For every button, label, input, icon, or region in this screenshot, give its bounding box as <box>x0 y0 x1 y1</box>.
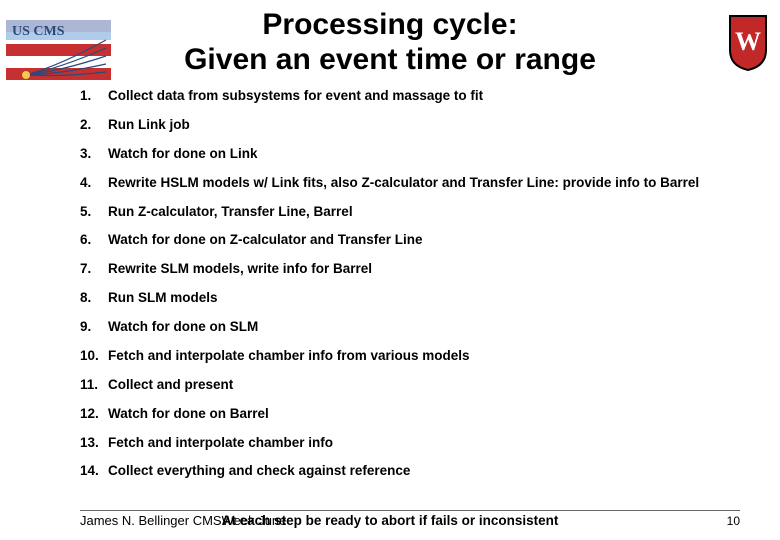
content-area: Collect data from subsystems for event a… <box>80 88 740 492</box>
list-item: Watch for done on SLM <box>80 319 740 336</box>
list-item: Run Link job <box>80 117 740 134</box>
list-item: Collect and present <box>80 377 740 394</box>
footer-note: At each step be ready to abort if fails … <box>222 513 559 528</box>
list-item: Fetch and interpolate chamber info from … <box>80 348 740 365</box>
list-item: Collect data from subsystems for event a… <box>80 88 740 105</box>
list-item: Watch for done on Z-calculator and Trans… <box>80 232 740 249</box>
list-item: Watch for done on Barrel <box>80 406 740 423</box>
footer-rule <box>80 510 740 511</box>
title-line-2: Given an event time or range <box>184 43 596 76</box>
list-item: Run SLM models <box>80 290 740 307</box>
slide: US CMS W Processing cycle: Given an even… <box>0 0 780 540</box>
list-item: Rewrite HSLM models w/ Link fits, also Z… <box>80 175 740 192</box>
list-item: Fetch and interpolate chamber info <box>80 435 740 452</box>
title-line-1: Processing cycle: <box>262 8 517 41</box>
list-item: Rewrite SLM models, write info for Barre… <box>80 261 740 278</box>
slide-title: Processing cycle: Given an event time or… <box>0 8 780 77</box>
list-item: Collect everything and check against ref… <box>80 463 740 480</box>
list-item: Run Z-calculator, Transfer Line, Barrel <box>80 204 740 221</box>
page-number: 10 <box>727 514 740 528</box>
steps-list: Collect data from subsystems for event a… <box>80 88 740 480</box>
list-item: Watch for done on Link <box>80 146 740 163</box>
